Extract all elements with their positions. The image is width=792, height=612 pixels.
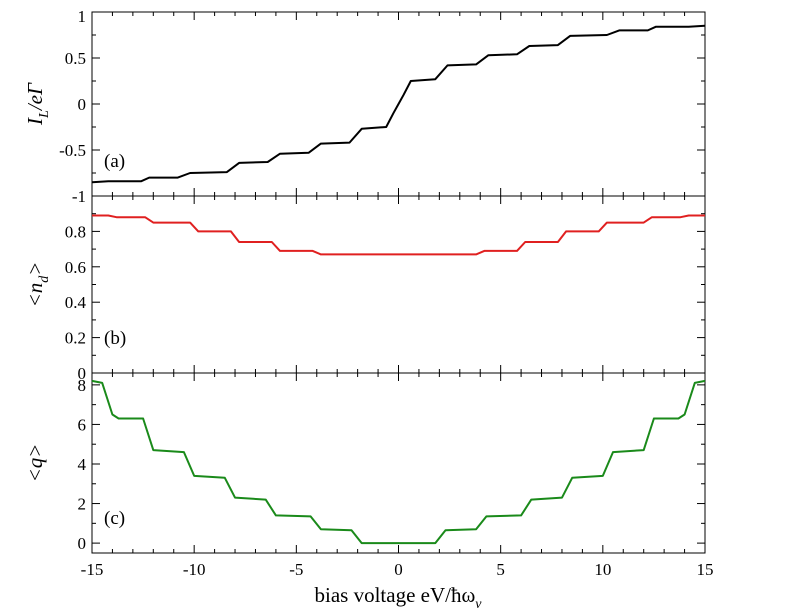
- y-tick-label: 0.4: [65, 293, 87, 312]
- x-tick-label: 0: [394, 560, 403, 579]
- series-line: [92, 214, 705, 256]
- y-tick-label: 0: [78, 534, 87, 553]
- y-tick-label: 2: [78, 495, 87, 514]
- series-line: [91, 24, 706, 184]
- y-tick-label: 1: [78, 7, 87, 26]
- x-tick-label: 10: [594, 560, 611, 579]
- panel-label: (b): [104, 328, 126, 349]
- y-tick-label: 0.2: [65, 329, 86, 348]
- y-axis-label: <nd>: [23, 262, 52, 308]
- series-line: [91, 379, 706, 545]
- y-axis-label: <q>: [23, 444, 47, 483]
- y-tick-label: -0.5: [59, 141, 86, 160]
- x-tick-label: -10: [183, 560, 206, 579]
- y-tick-label: -1: [72, 187, 86, 206]
- plot-frame: [91, 372, 706, 554]
- y-axis-label: IL/eΓ: [23, 82, 52, 126]
- y-tick-label: 0: [78, 364, 87, 383]
- y-tick-label: 6: [78, 415, 87, 434]
- y-tick-label: 8: [78, 376, 87, 395]
- y-tick-label: 4: [78, 455, 87, 474]
- panel-label: (a): [104, 151, 125, 172]
- x-tick-label: 5: [496, 560, 505, 579]
- panel-c: 0 2 4 6 8 (c) <q>: [23, 372, 706, 554]
- y-tick-label: 0.6: [65, 258, 86, 277]
- panel-a: -1 -0.5 0 0.5 1 (a) IL/eΓ: [23, 7, 706, 206]
- x-tick-label: 15: [697, 560, 714, 579]
- y-tick-label: 0: [78, 95, 87, 114]
- y-tick-label: 0.5: [65, 49, 86, 68]
- x-axis: -15 -10 -5 0 5 10 15 bias voltage eV/ħων: [81, 560, 714, 612]
- y-tick-label: 0.8: [65, 222, 86, 241]
- x-tick-label: -15: [81, 560, 104, 579]
- x-tick-label: -5: [289, 560, 303, 579]
- panel-label: (c): [104, 508, 125, 529]
- panel-b: 0 0.2 0.4 0.6 0.8 (b) <nd>: [23, 195, 706, 383]
- x-axis-label: bias voltage eV/ħων: [315, 583, 483, 612]
